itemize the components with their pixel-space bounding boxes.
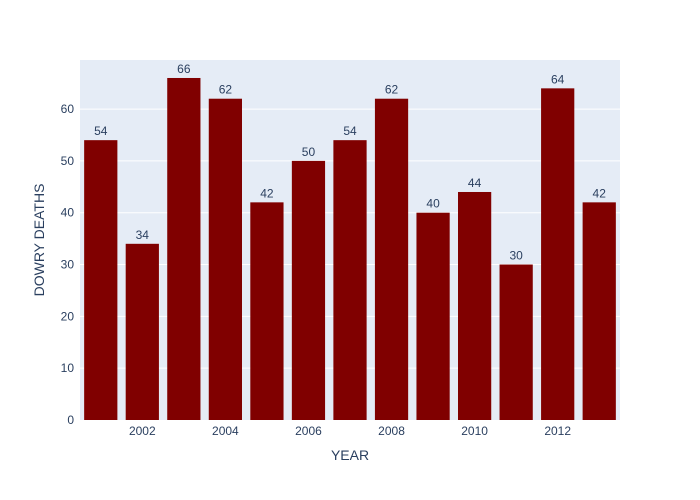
bar bbox=[416, 212, 450, 420]
bar bbox=[167, 77, 201, 420]
bar-value-label: 54 bbox=[343, 124, 357, 138]
bar-value-label: 62 bbox=[219, 83, 233, 97]
bar bbox=[499, 264, 533, 420]
x-tick-label: 2002 bbox=[129, 424, 156, 438]
bar-value-label: 42 bbox=[593, 186, 607, 200]
x-axis-title: YEAR bbox=[331, 447, 369, 463]
y-axis-title: DOWRY DEATHS bbox=[31, 184, 47, 297]
x-tick-label: 2006 bbox=[295, 424, 322, 438]
bar-value-label: 66 bbox=[177, 62, 191, 76]
y-axis-ticks: 0 10 20 30 40 50 60 bbox=[61, 102, 75, 427]
bar bbox=[125, 243, 159, 420]
data-labels: 54 34 66 62 42 50 54 62 40 44 30 64 42 bbox=[94, 62, 606, 263]
bar bbox=[458, 191, 492, 420]
x-tick-label: 2008 bbox=[378, 424, 405, 438]
bar-value-label: 30 bbox=[509, 249, 523, 263]
bars bbox=[84, 77, 616, 421]
bar-value-label: 54 bbox=[94, 124, 108, 138]
bar bbox=[374, 98, 409, 420]
bar-value-label: 44 bbox=[468, 176, 482, 190]
bar-value-label: 40 bbox=[426, 197, 440, 211]
bar bbox=[84, 140, 118, 420]
bar-value-label: 34 bbox=[136, 228, 150, 242]
y-tick-label: 60 bbox=[61, 102, 75, 116]
bar bbox=[541, 88, 575, 421]
x-tick-label: 2004 bbox=[212, 424, 239, 438]
y-tick-label: 20 bbox=[61, 309, 75, 323]
bar-value-label: 64 bbox=[551, 72, 565, 86]
y-tick-label: 30 bbox=[61, 258, 75, 272]
bar-value-label: 62 bbox=[385, 83, 399, 97]
x-axis-ticks: 2002 2004 2006 2008 2010 2012 bbox=[129, 424, 571, 438]
y-tick-label: 50 bbox=[61, 154, 75, 168]
bar-value-label: 50 bbox=[302, 145, 316, 159]
bar bbox=[250, 202, 284, 420]
bar-value-label: 42 bbox=[260, 186, 274, 200]
bar bbox=[333, 140, 367, 420]
y-tick-label: 0 bbox=[67, 413, 74, 427]
bar bbox=[582, 202, 616, 420]
y-tick-label: 40 bbox=[61, 206, 75, 220]
bar bbox=[208, 98, 242, 420]
x-tick-label: 2012 bbox=[544, 424, 571, 438]
bar bbox=[291, 160, 326, 420]
y-tick-label: 10 bbox=[61, 361, 75, 375]
x-tick-label: 2010 bbox=[461, 424, 488, 438]
